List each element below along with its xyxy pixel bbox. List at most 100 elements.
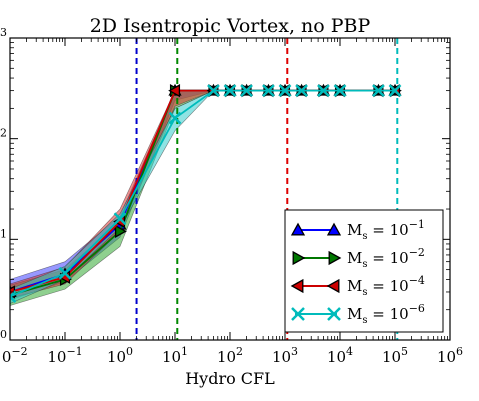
series-4-point-8-stroke-b [262,84,275,98]
series-4-point-3-stroke-b [113,212,127,226]
series-4-point-1 [10,290,17,303]
series-4-point-2-stroke-b [58,266,72,280]
x-tick-label: 10−2 [0,345,28,366]
legend-marker-b [328,250,342,266]
legend-label-exp: −4 [409,274,425,287]
x-tick-exp: 5 [401,345,408,358]
series-4-point-9 [278,84,292,98]
x-tick-base: 10 [437,348,456,366]
legend-label-sub: s [362,287,367,298]
series-4-point-2 [58,266,72,280]
series-4-point-11 [317,84,330,98]
series-4-line [10,89,395,298]
series-4-point-10-stroke-b [295,84,308,98]
legend-label: Ms = 10−4 [347,274,425,298]
legend: Ms = 10−1Ms = 10−2Ms = 10−4Ms = 10−6 [284,209,444,333]
x-tick-exp: 4 [346,345,353,358]
legend-label-exp: −2 [409,246,425,259]
legend-marker-b [326,278,340,294]
plot-content [10,38,402,340]
series-3-point-4 [168,84,181,98]
x-axis-label: Hydro CFL [185,369,275,388]
legend-marker-a [290,278,304,294]
x-tick-exp: 6 [456,345,463,358]
legend-label: Ms = 10−2 [347,246,425,270]
legend-marker-a [290,222,306,236]
legend-label-eq: = 10 [368,221,409,239]
legend-marker-b-stroke-b [327,307,341,321]
x-tick-exp: −1 [66,345,82,358]
legend-entry-2: Ms = 10−2 [292,246,425,270]
legend-label-eq: = 10 [368,277,409,295]
series-4-point-10 [295,84,308,98]
series-4-point-9-stroke-b [278,84,292,98]
y-tick-exp: 0 [0,328,7,341]
legend-entry-4: Ms = 10−6 [291,302,425,326]
x-tick-label: 104 [327,345,353,366]
legend-label-eq: = 10 [368,305,409,323]
series-4-point-11-stroke-b [317,84,330,98]
x-tick-exp: −2 [11,345,27,358]
series-4-point-6-stroke-b [223,84,237,98]
legend-label-sub: s [362,315,367,326]
x-tick-exp: 3 [291,345,298,358]
series-4-point-5 [207,84,220,98]
series-4 [10,84,402,303]
x-tick-exp: 2 [236,345,243,358]
series-4-point-1-stroke-b [10,290,17,299]
legend-label-exp: −1 [409,218,425,231]
series-4-point-13-stroke-b [372,84,385,98]
x-tick-exp: 0 [126,345,133,358]
y-tick-label: 102 [0,127,7,148]
y-tick-label: 100 [0,328,7,349]
legend-marker-a [292,250,306,266]
legend-label: Ms = 10−6 [347,302,425,326]
x-tick-base: 10 [217,348,236,366]
x-tick-label: 102 [217,345,243,366]
x-tick-exp: 1 [181,345,188,358]
x-tick-label: 10−1 [47,345,82,366]
x-tick-base: 10 [272,348,291,366]
series-4-point-8 [262,84,275,98]
series-4-point-1-stroke-a [10,294,17,303]
series-4-point-6 [223,84,237,98]
legend-label-exp: −6 [409,302,425,315]
x-tick-label: 100 [107,345,133,366]
legend-entry-3: Ms = 10−4 [290,274,425,298]
legend-marker-a [291,307,305,321]
series-4-point-3 [113,212,127,226]
series-4-point-13 [372,84,385,98]
series-4-point-14 [388,84,402,98]
x-tick-label: 106 [437,345,463,366]
series-4-point-12-stroke-b [333,84,347,98]
plot-area: 10−210−110010110210310410510610010110210… [0,26,463,366]
series-4-point-7 [240,84,253,98]
legend-label-sub: s [362,259,367,270]
legend-label: Ms = 10−1 [347,218,425,242]
x-tick-base: 10 [382,348,401,366]
legend-label-sub: s [362,231,367,242]
series-4-point-12 [333,84,347,98]
series-4-point-7-stroke-b [240,84,253,98]
x-tick-label: 105 [382,345,408,366]
x-tick-base: 10 [162,348,181,366]
y-tick-exp: 2 [0,127,7,140]
chart-title: 2D Isentropic Vortex, no PBP [90,15,371,37]
y-tick-label: 103 [0,26,7,47]
x-tick-base: 10 [0,348,11,366]
y-tick-exp: 3 [0,26,7,39]
legend-label-base: M [347,221,362,239]
legend-label-base: M [347,305,362,323]
x-tick-base: 10 [47,348,66,366]
x-tick-label: 103 [272,345,298,366]
series-4-point-14-stroke-b [388,84,402,98]
series-4-point-5-stroke-b [207,84,220,98]
legend-marker-b [326,222,342,236]
series-4-point-4-stroke-b [168,111,182,125]
x-tick-base: 10 [107,348,126,366]
legend-label-base: M [347,249,362,267]
y-tick-label: 101 [0,227,7,248]
x-tick-base: 10 [327,348,346,366]
y-tick-exp: 1 [0,227,7,240]
